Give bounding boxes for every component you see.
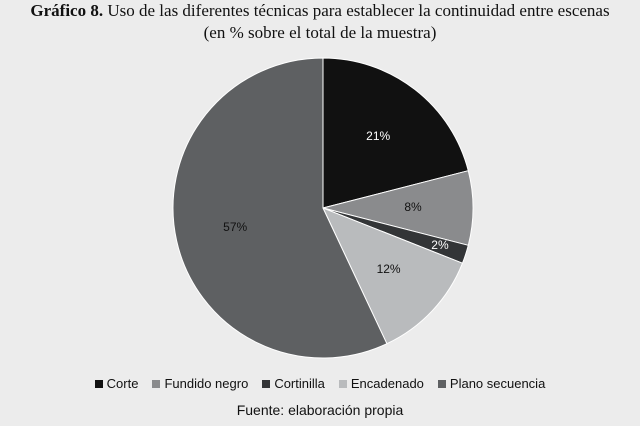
- title-lead: Gráfico 8.: [30, 1, 104, 20]
- title-line-2: (en % sobre el total de la muestra): [203, 23, 437, 42]
- chart-source: Fuente: elaboración propia: [236, 402, 404, 418]
- pie-slice-encadenado: [322, 207, 464, 345]
- title-text: Uso de las diferentes técnicas para esta…: [107, 1, 610, 20]
- legend-swatch: [437, 379, 446, 388]
- pie-slice-corte: [322, 57, 469, 209]
- legend-label: Corte: [106, 376, 139, 391]
- data-label-cortinilla: 2%: [431, 238, 449, 252]
- legend-swatch: [152, 379, 161, 388]
- legend-label: Plano secuencia: [449, 376, 546, 391]
- chart-legend: Corte Fundido negro Cortinilla Encadenado Pl…: [0, 376, 640, 391]
- title-line-1: Gráfico 8. Uso de las diferentes técnica…: [0, 0, 640, 22]
- legend-label: Cortinilla: [274, 376, 325, 391]
- legend-swatch: [338, 379, 347, 388]
- data-label-corte: 21%: [366, 129, 390, 143]
- legend-label: Fundido negro: [164, 376, 249, 391]
- legend-swatch: [262, 379, 271, 388]
- data-label-encadenado: 12%: [377, 262, 401, 276]
- chart-title: Gráfico 8. Uso de las diferentes técnica…: [0, 0, 640, 44]
- legend-label: Encadenado: [350, 376, 424, 391]
- legend-item-fundido-negro: Fundido negro: [152, 376, 248, 391]
- legend-item-plano-secuencia: Plano secuencia: [437, 376, 546, 391]
- legend-item-cortinilla: Cortinilla: [262, 376, 325, 391]
- pie-slice-plano-secuencia: [172, 57, 388, 359]
- legend-item-corte: Corte: [94, 376, 139, 391]
- legend-swatch: [94, 379, 103, 388]
- data-label-fundido-negro: 8%: [404, 200, 422, 214]
- data-label-plano-secuencia: 57%: [223, 220, 247, 234]
- legend-item-encadenado: Encadenado: [338, 376, 424, 391]
